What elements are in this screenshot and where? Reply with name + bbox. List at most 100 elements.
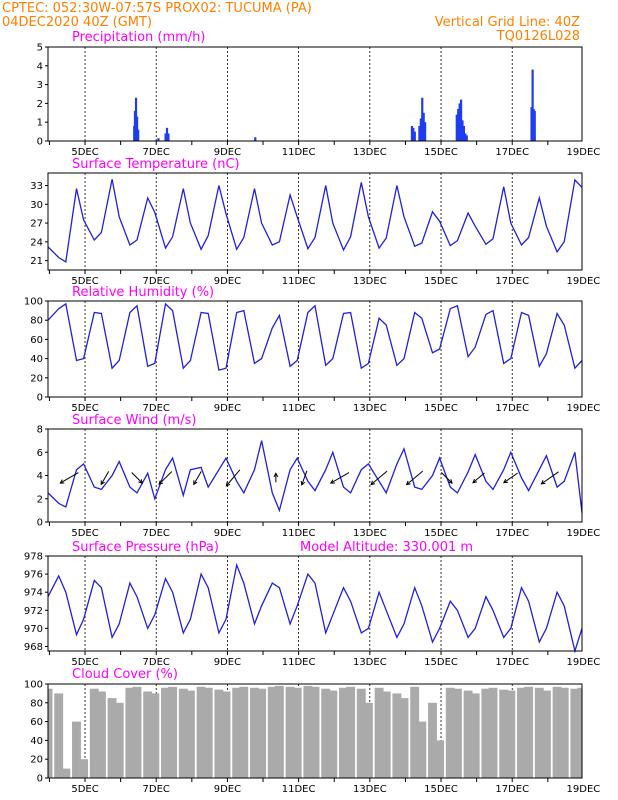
- cloud-column: [107, 698, 117, 778]
- cloud-column: [534, 687, 544, 778]
- wind-arrow-head: [273, 472, 279, 478]
- precip-ytick-label: 0: [37, 137, 43, 148]
- cloud-column: [267, 686, 277, 778]
- temp-date-label: 15DEC: [424, 276, 458, 287]
- wind-arrow-shaft: [60, 472, 79, 484]
- pressure-date-label: 5DEC: [71, 657, 98, 668]
- wind-arrow-head: [193, 480, 198, 486]
- cloud-column: [310, 686, 320, 778]
- cloud-column: [250, 687, 259, 778]
- precip-date-label: 9DEC: [214, 147, 241, 158]
- cloud-column: [132, 686, 142, 778]
- cloud-column: [114, 702, 124, 778]
- precip-bar: [465, 135, 468, 141]
- wind-arrow-head: [540, 480, 546, 485]
- header-date: 04DEC2020 40Z (GMT): [2, 15, 152, 30]
- cloud-column: [150, 693, 160, 778]
- model-altitude-label: Model Altitude: 330.001 m: [300, 540, 473, 555]
- humidity-date-label: 11DEC: [282, 403, 316, 414]
- temp-frame: [47, 172, 583, 271]
- cloud-date-label: 7DEC: [143, 784, 170, 795]
- precip-ytick-label: 4: [37, 61, 43, 72]
- pressure-frame: [47, 555, 583, 652]
- pressure-series-line: [47, 562, 583, 654]
- pressure-ytick-label: 978: [24, 552, 43, 563]
- cloud-column: [381, 691, 391, 778]
- temp-date-label: 7DEC: [143, 276, 170, 287]
- cloud-cover-title: Cloud Cover (%): [72, 667, 178, 682]
- cloud-column: [214, 689, 224, 778]
- wind-arrow-shaft: [541, 471, 559, 485]
- cloud-column: [61, 768, 71, 778]
- wind-title: Surface Wind (m/s): [72, 413, 196, 428]
- precip-date-label: 5DEC: [71, 147, 98, 158]
- wind-date-label: 19DEC: [567, 528, 601, 539]
- wind-date-label: 17DEC: [495, 528, 529, 539]
- wind-arrow-shaft: [370, 470, 388, 485]
- wind-arrow-head: [448, 479, 453, 484]
- header-grid-line: Vertical Grid Line: 40Z: [435, 15, 580, 30]
- header-model: TQ0126L028: [496, 29, 580, 44]
- precip-date-label: 19DEC: [567, 147, 601, 158]
- precip-frame: [47, 46, 583, 142]
- cloud-column: [161, 687, 170, 778]
- cloud-ytick-label: 100: [24, 680, 43, 691]
- humidity-frame: [47, 300, 583, 398]
- wind-series-line: [47, 440, 583, 513]
- cloud-column: [178, 688, 188, 778]
- wind-frame: [47, 428, 583, 523]
- humidity-date-label: 15DEC: [424, 403, 458, 414]
- wind-arrow-shaft: [158, 471, 173, 485]
- wind-date-label: 11DEC: [282, 528, 316, 539]
- cloud-column: [54, 693, 64, 778]
- cloud-column: [328, 690, 338, 778]
- precip-bar: [459, 99, 463, 141]
- cloud-column: [524, 686, 534, 778]
- precip-date-label: 7DEC: [143, 147, 170, 158]
- pressure-ytick-label: 968: [24, 642, 43, 653]
- temp-date-label: 11DEC: [282, 276, 316, 287]
- wind-ytick-label: 6: [37, 448, 43, 459]
- pressure-date-label: 9DEC: [214, 657, 241, 668]
- wind-date-label: 13DEC: [353, 528, 387, 539]
- wind-arrow-shaft: [441, 472, 453, 484]
- wind-arrow-shaft: [225, 469, 241, 487]
- precip-ytick-label: 2: [37, 99, 43, 110]
- precip-date-label: 13DEC: [353, 147, 387, 158]
- cloud-column: [356, 688, 366, 778]
- cloud-column: [363, 702, 373, 778]
- wind-arrow-shaft: [406, 470, 424, 485]
- humidity-date-label: 19DEC: [567, 403, 601, 414]
- humidity-ytick-label: 40: [30, 354, 43, 365]
- cloud-column: [303, 685, 313, 778]
- humidity-ytick-label: 20: [30, 373, 43, 384]
- wind-arrow-head: [59, 479, 65, 484]
- precipitation-panel: 0 1 2 3 4 5 5DEC 7DEC 9DEC 11DEC 13DEC 15DEC 17DEC 19…: [37, 43, 601, 159]
- precip-date-label: 15DEC: [424, 147, 458, 158]
- humidity-date-label: 7DEC: [143, 403, 170, 414]
- pressure-date-label: 7DEC: [143, 657, 170, 668]
- cloud-column: [48, 688, 53, 778]
- wind-arrow-shaft: [330, 472, 350, 484]
- cloud-date-label: 13DEC: [353, 784, 387, 795]
- precip-ytick-label: 5: [37, 43, 43, 54]
- cloud-column: [125, 687, 135, 778]
- pressure-date-label: 11DEC: [282, 657, 316, 668]
- wind-arrow-shaft: [301, 470, 308, 486]
- cloud-column: [239, 686, 249, 778]
- pressure-date-label: 13DEC: [353, 657, 387, 668]
- temp-ytick-label: 27: [30, 219, 43, 230]
- temperature-title: Surface Temperature (nC): [72, 157, 240, 172]
- cloud-column: [374, 687, 384, 778]
- cloud-column: [552, 686, 562, 778]
- cloud-column: [285, 686, 295, 778]
- cloud-column: [445, 687, 455, 778]
- cloud-column: [143, 691, 153, 778]
- pressure-ytick-label: 976: [24, 570, 43, 581]
- cloud-ytick-label: 0: [37, 774, 43, 785]
- cloud-frame: [47, 683, 583, 779]
- wind-date-label: 9DEC: [214, 528, 241, 539]
- wind-arrow-head: [370, 480, 376, 486]
- cloud-date-label: 17DEC: [495, 784, 529, 795]
- humidity-ytick-label: 0: [37, 393, 43, 404]
